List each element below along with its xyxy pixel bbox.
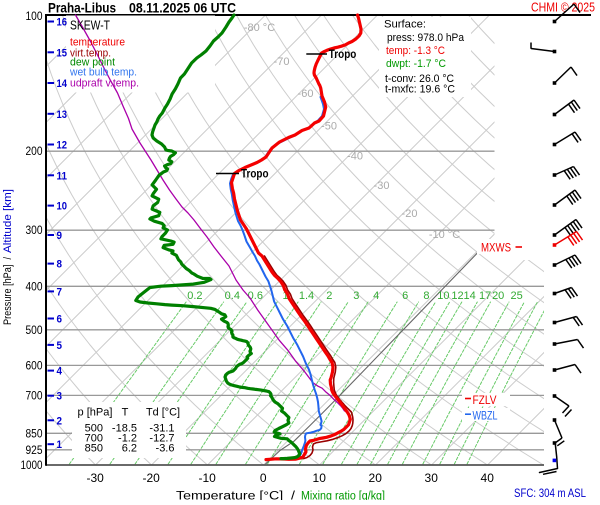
svg-text:Altitude [km]: Altitude [km] (2, 189, 14, 253)
svg-text:6: 6 (402, 290, 408, 302)
svg-text:-30: -30 (87, 471, 105, 485)
svg-text:6.2: 6.2 (122, 443, 137, 455)
svg-text:40: 40 (481, 471, 495, 485)
svg-text:4: 4 (57, 366, 63, 378)
svg-text:3: 3 (353, 290, 359, 302)
svg-text:0.4: 0.4 (225, 290, 240, 302)
svg-text:4: 4 (373, 290, 379, 302)
svg-text:Td [°C]: Td [°C] (146, 407, 180, 419)
svg-text:12: 12 (57, 140, 68, 152)
svg-text:5: 5 (57, 340, 63, 352)
svg-text:Tropo: Tropo (329, 47, 357, 61)
svg-text:2: 2 (326, 290, 332, 302)
svg-text:30: 30 (425, 471, 439, 485)
svg-text:-60: -60 (298, 88, 314, 100)
svg-text:Tropo: Tropo (241, 167, 269, 181)
svg-text:Pressure [hPa] /: Pressure [hPa] / (2, 256, 14, 325)
svg-text:T: T (122, 407, 129, 419)
svg-text:-80 °C: -80 °C (244, 22, 275, 34)
svg-text:SFC: 304 m ASL: SFC: 304 m ASL (514, 488, 587, 500)
svg-text:0: 0 (260, 471, 267, 485)
svg-text:600: 600 (26, 360, 43, 372)
svg-text:14: 14 (57, 78, 68, 90)
svg-text:-50: -50 (321, 121, 337, 133)
svg-text:0.6: 0.6 (248, 290, 263, 302)
svg-text:WBZL: WBZL (473, 411, 498, 423)
svg-text:-20: -20 (143, 471, 161, 485)
svg-text:100: 100 (26, 11, 43, 23)
svg-text:925: 925 (26, 445, 43, 457)
svg-text:SKEW-T: SKEW-T (70, 18, 110, 33)
svg-text:8: 8 (423, 290, 429, 302)
svg-text:udpraft v.temp.: udpraft v.temp. (70, 77, 139, 89)
svg-text:t-mxfc: 19.6 °C: t-mxfc: 19.6 °C (385, 84, 455, 96)
svg-text:FZLV: FZLV (473, 395, 497, 407)
svg-text:temp: -1.3 °C: temp: -1.3 °C (386, 45, 445, 57)
svg-text:Surface:: Surface: (384, 19, 426, 31)
svg-text:-30: -30 (374, 180, 390, 192)
svg-text:-10: -10 (199, 471, 217, 485)
svg-text:Praha-Libus: Praha-Libus (48, 0, 116, 16)
svg-text:20: 20 (369, 471, 383, 485)
svg-text:08.11.2025 06 UTC: 08.11.2025 06 UTC (129, 0, 236, 16)
svg-text:10: 10 (57, 201, 68, 213)
svg-text:12: 12 (451, 290, 463, 302)
svg-text:400: 400 (26, 281, 43, 293)
svg-text:16: 16 (57, 17, 68, 29)
svg-text:-70: -70 (274, 56, 290, 68)
svg-text:200: 200 (26, 146, 43, 158)
svg-text:14: 14 (463, 290, 475, 302)
svg-text:1000: 1000 (21, 460, 43, 472)
svg-text:15: 15 (57, 47, 68, 59)
svg-text:9: 9 (57, 230, 63, 242)
svg-text:500: 500 (26, 325, 43, 337)
svg-text:1: 1 (57, 439, 63, 451)
svg-text:-10 °C: -10 °C (429, 229, 460, 241)
svg-text:2: 2 (57, 415, 63, 427)
svg-text:p [hPa]: p [hPa] (78, 407, 113, 419)
svg-text:3: 3 (57, 391, 63, 403)
svg-text:CHMI © 2025: CHMI © 2025 (531, 1, 595, 15)
svg-text:press: 978.0 hPa: press: 978.0 hPa (387, 32, 465, 44)
svg-text:Mixing ratio [g/kg]: Mixing ratio [g/kg] (301, 491, 385, 501)
svg-text:7: 7 (57, 286, 63, 298)
svg-text:10: 10 (313, 471, 327, 485)
svg-text:13: 13 (57, 109, 68, 121)
svg-text:6: 6 (57, 314, 63, 326)
svg-text:25: 25 (510, 290, 522, 302)
svg-text:1.4: 1.4 (299, 290, 314, 302)
svg-text:-20: -20 (402, 208, 418, 220)
svg-text:dwpt: -1.7 °C: dwpt: -1.7 °C (386, 58, 446, 70)
svg-text:700: 700 (26, 390, 43, 402)
svg-text:17: 17 (479, 290, 491, 302)
svg-text:850: 850 (26, 428, 43, 440)
svg-text:Temperature [°C] /: Temperature [°C] / (176, 491, 296, 501)
svg-text:20: 20 (492, 290, 504, 302)
svg-text:300: 300 (26, 225, 43, 237)
svg-text:11: 11 (57, 170, 68, 182)
svg-text:8: 8 (57, 259, 63, 271)
svg-text:0.2: 0.2 (187, 290, 202, 302)
svg-text:MXWS: MXWS (481, 243, 511, 255)
svg-text:-40: -40 (347, 151, 363, 163)
svg-text:10: 10 (437, 290, 449, 302)
svg-text:850: 850 (85, 443, 103, 455)
svg-text:-3.6: -3.6 (156, 443, 175, 455)
